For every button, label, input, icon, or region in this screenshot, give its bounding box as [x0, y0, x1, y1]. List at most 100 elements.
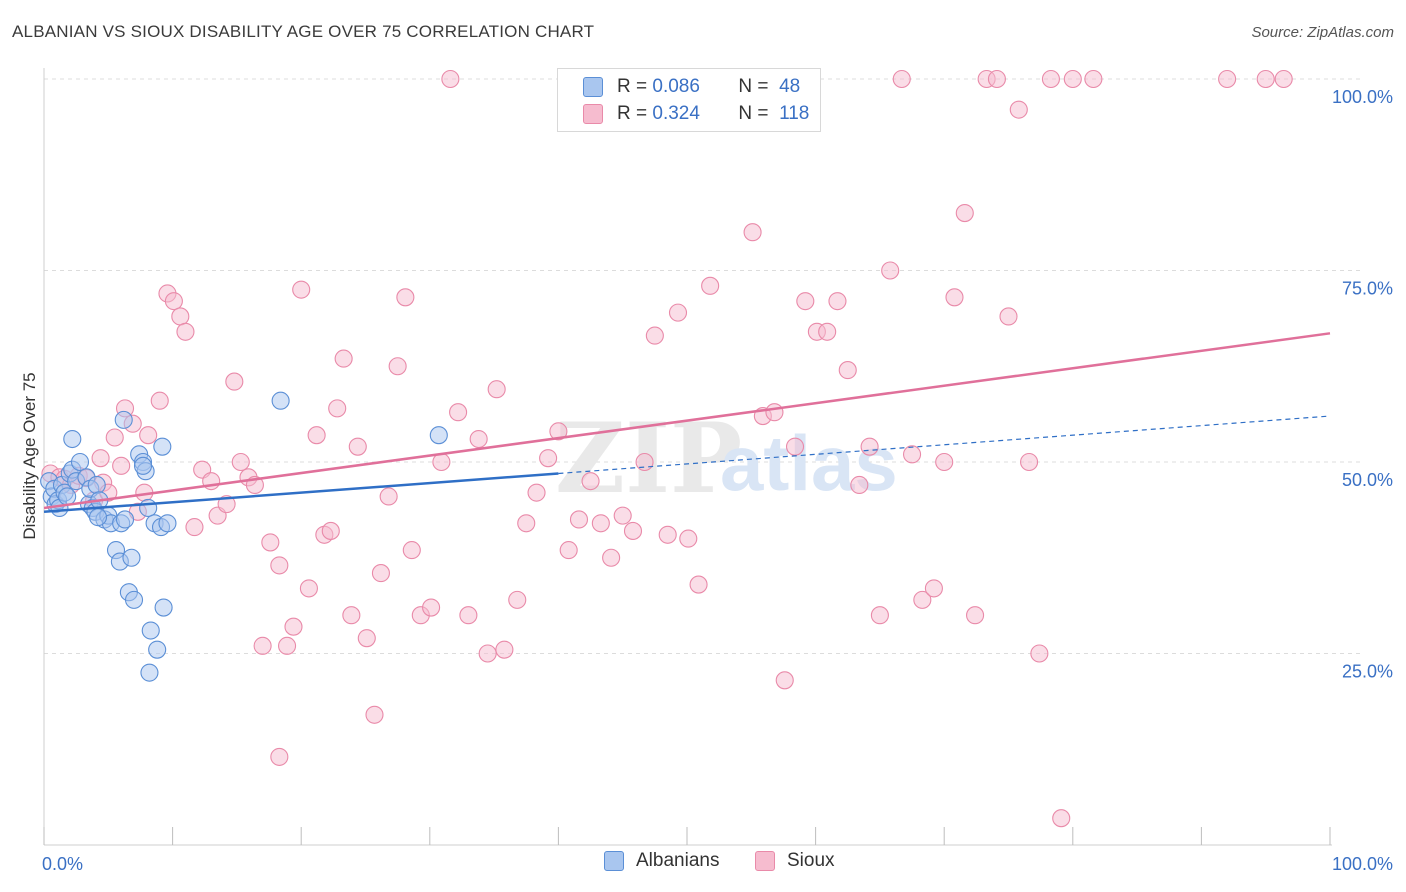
- sioux-point: [955, 204, 974, 223]
- legend-item-sioux[interactable]: Sioux: [755, 850, 835, 872]
- sioux-point: [171, 307, 190, 326]
- sioux-point: [449, 403, 468, 422]
- sioux-point: [838, 361, 857, 380]
- chart-title: ALBANIAN VS SIOUX DISABILITY AGE OVER 75…: [12, 22, 595, 41]
- sioux-point: [112, 456, 131, 475]
- sioux-point: [701, 276, 720, 295]
- albanian-point: [133, 456, 153, 475]
- sioux-point: [253, 636, 272, 655]
- sioux-point: [549, 422, 568, 441]
- albanian-point: [271, 391, 290, 410]
- sioux-point: [785, 437, 805, 456]
- sioux-point: [987, 69, 1006, 89]
- albanians-r-label: R =: [617, 76, 648, 97]
- legend-item-albanians[interactable]: Albanians: [604, 850, 719, 872]
- sioux-point: [270, 747, 289, 766]
- sioux-point: [913, 590, 932, 609]
- sioux-point: [658, 525, 677, 544]
- albanian-point: [58, 487, 77, 506]
- sioux-point: [334, 349, 353, 368]
- sioux-point: [422, 598, 441, 617]
- sioux-point: [1218, 69, 1237, 89]
- sioux-point: [396, 288, 415, 307]
- albanian-point: [153, 437, 172, 456]
- albanians-n-label: N =: [738, 76, 769, 97]
- albanian-point: [63, 429, 82, 449]
- sioux-point: [478, 644, 497, 663]
- sioux-point: [1256, 69, 1275, 89]
- albanian-point: [140, 663, 159, 682]
- sioux-point: [495, 640, 514, 659]
- albanians-swatch: [583, 77, 603, 97]
- sioux-point: [402, 541, 421, 560]
- sioux-point: [765, 403, 784, 422]
- albanian-trend-line: [43, 472, 559, 514]
- sioux-point: [539, 449, 558, 468]
- sioux-point: [278, 636, 297, 655]
- sioux-point: [270, 556, 289, 575]
- sioux-points: [41, 69, 1293, 828]
- sioux-n-label: N =: [738, 103, 769, 124]
- sioux-point: [796, 292, 815, 311]
- sioux-point: [581, 472, 600, 491]
- sioux-point: [924, 579, 943, 598]
- x-tick-label-min: 0.0%: [42, 854, 83, 874]
- sioux-point: [775, 671, 794, 690]
- sioux-point: [591, 514, 610, 533]
- sioux-r-label: R =: [617, 103, 648, 124]
- sioux-point: [892, 69, 911, 89]
- trend-lines: [43, 332, 1331, 514]
- sioux-point: [225, 372, 244, 391]
- sioux-point: [527, 483, 546, 502]
- albanian-point: [154, 598, 173, 617]
- stats-row-sioux: R = 0.324 N = 118: [558, 100, 809, 128]
- sioux-point: [388, 357, 407, 376]
- sioux-point: [1274, 69, 1293, 89]
- sioux-point: [371, 564, 390, 583]
- sioux-point: [1084, 69, 1103, 89]
- y-axis-title: Disability Age Over 75: [20, 372, 39, 539]
- sioux-point: [469, 429, 488, 449]
- albanian-point: [139, 498, 158, 518]
- sioux-point: [1020, 452, 1039, 472]
- sioux-point: [441, 69, 460, 89]
- sioux-point: [508, 590, 527, 609]
- sioux-point: [999, 307, 1018, 326]
- sioux-point: [569, 510, 589, 529]
- albanian-point: [115, 510, 135, 529]
- stats-row-albanians: R = 0.086 N = 48: [558, 73, 800, 101]
- sioux-point: [217, 495, 236, 514]
- sioux-point: [261, 533, 280, 552]
- albanians-r-value: 0.086: [652, 76, 700, 97]
- sioux-point: [357, 629, 376, 648]
- sioux-point: [348, 437, 367, 456]
- sioux-point: [945, 288, 964, 307]
- sioux-point: [1052, 809, 1071, 828]
- sioux-point: [299, 579, 318, 598]
- sioux-point: [185, 518, 204, 537]
- sioux-point: [602, 548, 621, 567]
- albanians-n-value: 48: [779, 76, 801, 97]
- sioux-point: [645, 326, 664, 345]
- albanian-point: [122, 548, 141, 567]
- sioux-point: [307, 426, 326, 445]
- sioux-point: [870, 606, 889, 625]
- sioux-point: [487, 380, 506, 399]
- y-tick-label: 75.0%: [1342, 279, 1393, 299]
- sioux-point: [1030, 644, 1049, 663]
- albanian-point: [124, 590, 144, 609]
- sioux-point: [517, 514, 536, 533]
- sioux-point: [743, 223, 762, 242]
- sioux-point: [365, 705, 384, 724]
- sioux-point: [818, 322, 837, 341]
- y-tick-label: 25.0%: [1342, 662, 1393, 682]
- albanian-point: [148, 640, 167, 659]
- x-tick-label-max: 100.0%: [1332, 854, 1393, 874]
- sioux-point: [105, 428, 124, 447]
- sioux-point: [150, 391, 169, 410]
- albanian-point: [114, 410, 133, 429]
- sioux-point: [284, 617, 303, 636]
- sioux-point: [966, 606, 985, 625]
- watermark-atlas: atlas: [720, 419, 898, 507]
